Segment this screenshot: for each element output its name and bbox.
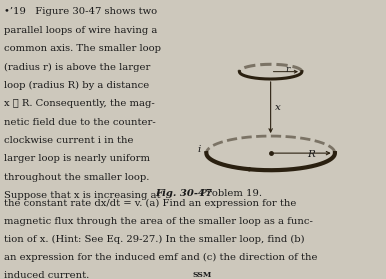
- Text: an expression for the induced emf and (c) the direction of the: an expression for the induced emf and (c…: [4, 253, 318, 262]
- Text: (radius r) is above the larger: (radius r) is above the larger: [4, 62, 151, 72]
- Text: clockwise current i in the: clockwise current i in the: [4, 136, 134, 145]
- Text: common axis. The smaller loop: common axis. The smaller loop: [4, 44, 161, 53]
- Text: the constant rate dx/dt = v. (a) Find an expression for the: the constant rate dx/dt = v. (a) Find an…: [4, 199, 297, 208]
- Text: parallel loops of wire having a: parallel loops of wire having a: [4, 26, 158, 35]
- Text: •’19   Figure 30-47 shows two: •’19 Figure 30-47 shows two: [4, 7, 157, 16]
- Text: netic field due to the counter-: netic field due to the counter-: [4, 118, 156, 127]
- Text: r: r: [285, 65, 290, 74]
- Text: i: i: [198, 145, 201, 154]
- Text: x: x: [276, 103, 281, 112]
- Text: magnetic flux through the area of the smaller loop as a func-: magnetic flux through the area of the sm…: [4, 217, 313, 226]
- Text: x ≫ R. Consequently, the mag-: x ≫ R. Consequently, the mag-: [4, 99, 155, 108]
- Text: loop (radius R) by a distance: loop (radius R) by a distance: [4, 81, 150, 90]
- Text: Fig. 30-47: Fig. 30-47: [155, 189, 212, 198]
- Text: R: R: [307, 150, 315, 159]
- Text: Problem 19.: Problem 19.: [193, 189, 261, 198]
- Text: SSM: SSM: [193, 271, 212, 279]
- Text: tion of x. (Hint: See Eq. 29-27.) In the smaller loop, find (b): tion of x. (Hint: See Eq. 29-27.) In the…: [4, 235, 305, 244]
- Text: throughout the smaller loop.: throughout the smaller loop.: [4, 173, 150, 182]
- Text: induced current.: induced current.: [4, 271, 96, 279]
- Text: Suppose that x is increasing at: Suppose that x is increasing at: [4, 191, 161, 200]
- Text: larger loop is nearly uniform: larger loop is nearly uniform: [4, 155, 151, 163]
